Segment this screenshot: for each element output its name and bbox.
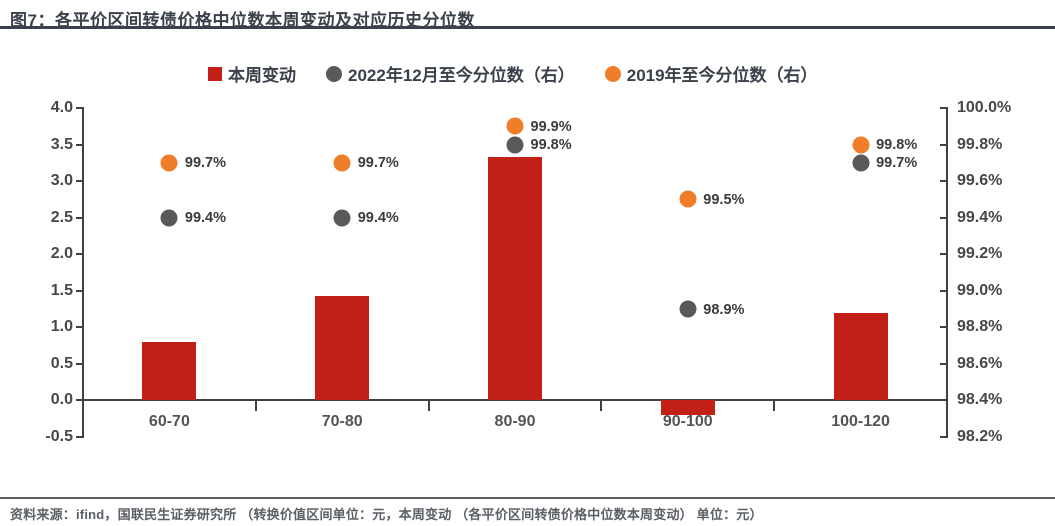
bar-60-70 xyxy=(142,341,197,401)
dot-value-label: 98.9% xyxy=(703,301,745,318)
left-axis-tick-label: 0.0 xyxy=(50,391,73,409)
right-axis-tick-label: 98.8% xyxy=(957,318,1003,336)
x-axis-category-label: 80-90 xyxy=(494,413,536,431)
zero-line xyxy=(83,399,947,402)
dot-value-label: 99.4% xyxy=(184,210,227,227)
dot-value-label: 99.8% xyxy=(530,137,572,154)
footer-divider xyxy=(0,497,1055,499)
left-axis-tick-label: 2.5 xyxy=(50,208,73,226)
right-axis-tick xyxy=(940,107,948,109)
left-axis-line xyxy=(82,108,84,437)
chart-legend: 本周变动 2022年12月至今分位数（右） 2019年至今分位数（右） xyxy=(208,61,818,86)
left-axis-tick-label: 1.0 xyxy=(50,318,73,336)
dot-value-label: 99.7% xyxy=(876,155,918,172)
left-axis-tick-label: 2.0 xyxy=(50,245,73,263)
dot-orange-80-90 xyxy=(506,117,524,135)
legend-item-1: 2022年12月至今分位数（右） xyxy=(326,61,575,86)
dot-value-label: 99.8% xyxy=(876,137,918,154)
left-axis-tick xyxy=(76,436,84,438)
right-axis-tick-label: 99.8% xyxy=(957,135,1003,153)
right-axis-tick-label: 99.0% xyxy=(957,281,1003,299)
x-axis-category-label: 70-80 xyxy=(321,413,363,431)
bar-70-80 xyxy=(315,295,370,401)
right-axis-tick-label: 98.6% xyxy=(957,354,1003,372)
dot-value-label: 99.7% xyxy=(357,155,399,172)
right-axis-tick-label: 98.4% xyxy=(957,391,1003,409)
left-axis-tick-label: 1.5 xyxy=(50,281,73,299)
legend-label: 2019年至今分位数（右） xyxy=(626,66,818,85)
left-axis-tick-label: 0.5 xyxy=(50,354,73,372)
left-axis-tick xyxy=(76,180,84,183)
right-axis-tick xyxy=(940,399,948,402)
left-axis-tick xyxy=(76,107,84,109)
source-note: 资料来源：ifind，国联民生证券研究所 （转换价值区间单位：元，本周变动 （各… xyxy=(10,507,763,522)
left-axis-tick-label: 3.0 xyxy=(50,172,73,190)
left-axis-tick-label: -0.5 xyxy=(45,428,73,445)
right-axis-tick-label: 99.2% xyxy=(957,245,1003,263)
left-axis-tick-label: 4.0 xyxy=(50,99,73,116)
dot-gray-90-100 xyxy=(679,300,697,318)
right-axis-tick xyxy=(940,362,948,365)
left-axis-tick-label: 3.5 xyxy=(50,135,73,153)
right-axis-tick xyxy=(940,326,948,329)
left-axis-tick xyxy=(76,326,84,329)
left-axis-tick xyxy=(76,143,84,146)
right-axis-tick xyxy=(940,289,948,292)
legend-circle-icon xyxy=(326,65,342,82)
right-axis-tick xyxy=(940,180,948,183)
legend-item-2: 2019年至今分位数（右） xyxy=(604,61,818,86)
dot-gray-60-70 xyxy=(160,209,178,227)
title-underline xyxy=(0,26,1055,29)
legend-circle-icon xyxy=(604,65,621,82)
left-axis-tick xyxy=(76,216,84,219)
dot-orange-100-120 xyxy=(852,136,870,154)
dot-gray-70-80 xyxy=(333,209,351,227)
bar-100-120 xyxy=(833,312,888,401)
right-axis-tick xyxy=(940,143,948,146)
right-axis-tick-label: 98.2% xyxy=(957,428,1003,445)
dot-value-label: 99.5% xyxy=(703,191,745,208)
left-axis-tick xyxy=(76,253,84,256)
legend-square-icon xyxy=(208,66,222,81)
dot-orange-90-100 xyxy=(679,190,697,208)
bar-90-100 xyxy=(660,400,715,416)
right-axis-tick-label: 99.4% xyxy=(957,208,1003,226)
dot-gray-80-90 xyxy=(506,136,524,154)
x-axis-category-label: 100-120 xyxy=(831,413,890,431)
x-axis-category-label: 90-100 xyxy=(662,413,713,431)
category-boundary-tick xyxy=(254,400,257,412)
dot-orange-70-80 xyxy=(333,154,351,172)
right-axis-tick-label: 100.0% xyxy=(957,99,1012,116)
dot-value-label: 99.4% xyxy=(357,210,399,227)
category-boundary-tick xyxy=(600,400,603,412)
chart-title: 图7：各平价区间转债价格中位数本周变动及对应历史分位数 xyxy=(10,11,475,30)
left-axis-tick xyxy=(76,289,84,292)
legend-label: 2022年12月至今分位数（右） xyxy=(348,66,575,85)
left-axis-tick xyxy=(76,362,84,365)
dot-value-label: 99.9% xyxy=(530,118,572,135)
dot-value-label: 99.7% xyxy=(184,155,227,172)
legend-label: 本周变动 xyxy=(228,66,296,85)
category-boundary-tick xyxy=(773,400,776,412)
dot-gray-100-120 xyxy=(852,154,870,172)
right-axis-line xyxy=(946,108,948,437)
dot-orange-60-70 xyxy=(160,154,178,172)
right-axis-tick-label: 99.6% xyxy=(957,172,1003,190)
bar-80-90 xyxy=(488,156,542,401)
right-axis-tick xyxy=(940,253,948,256)
right-axis-tick xyxy=(940,216,948,219)
left-axis-tick xyxy=(76,399,84,402)
x-axis-category-label: 60-70 xyxy=(148,413,190,431)
right-axis-tick xyxy=(940,436,948,438)
legend-item-0: 本周变动 xyxy=(208,61,296,86)
category-boundary-tick xyxy=(427,400,430,412)
